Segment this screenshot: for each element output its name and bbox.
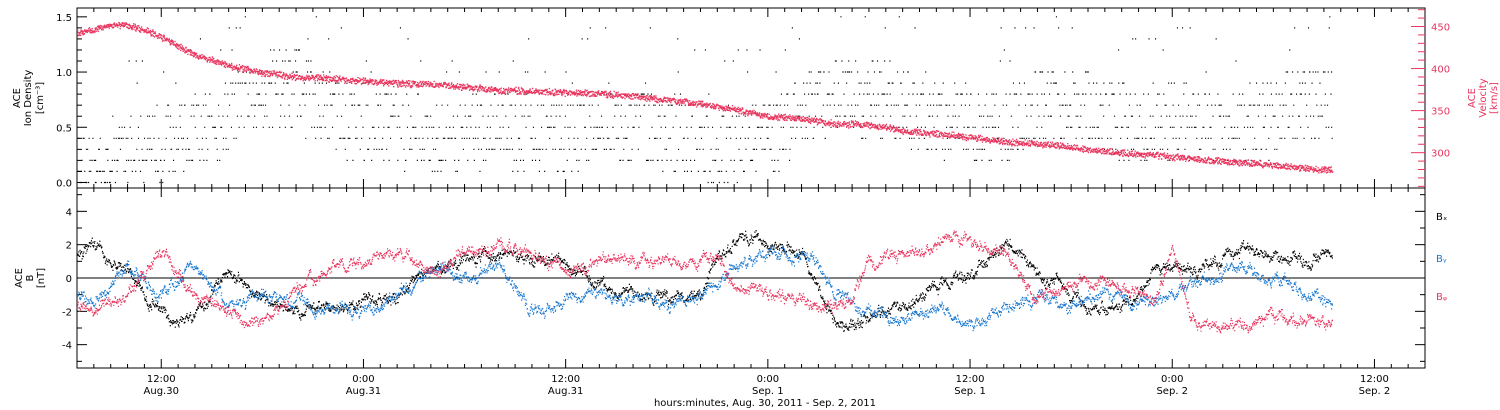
b-ylabel-line3: [nT] <box>36 268 47 288</box>
b-ylabel-line2: B <box>25 274 36 281</box>
b-tick-label: 0 <box>66 274 72 285</box>
density-ylabel-line2: Ion Density <box>23 70 34 127</box>
legend-by: Bᵧ <box>1436 254 1447 265</box>
density-axis: 0.0 0.5 1.0 1.5 <box>56 13 87 189</box>
x-tick-time-label: 0:00 <box>1161 374 1183 385</box>
b-tick-label: 2 <box>66 241 72 252</box>
velocity-series <box>77 21 1334 174</box>
x-tick-date-label: Sep. 2 <box>1156 386 1188 397</box>
b-ylabel-line1: ACE <box>14 268 25 288</box>
density-tick-label: 0.5 <box>56 123 72 134</box>
x-tick-date-label: Aug.30 <box>144 386 179 397</box>
by-points <box>77 245 1333 332</box>
x-tick-date-label: Sep. 1 <box>752 386 784 397</box>
x-tick-date-label: Aug.31 <box>548 386 583 397</box>
x-tick-date-label: Sep. 1 <box>954 386 986 397</box>
b-tick-label: -4 <box>62 341 72 352</box>
legend-bx: Bₓ <box>1436 212 1447 223</box>
velocity-axis: 300 350 400 450 <box>1411 9 1450 187</box>
ion-density-series <box>76 16 1333 184</box>
velocity-ylabel-line2: Velocity <box>1478 78 1489 117</box>
b-tick-label: 4 <box>66 207 72 218</box>
bz-series <box>77 230 1333 334</box>
density-tick-label: 0.0 <box>56 178 72 189</box>
velocity-tick-label: 450 <box>1431 23 1450 34</box>
density-velocity-panel: 0.0 0.5 1.0 1.5 300 350 400 450 ACE Ion Densit… <box>12 7 1500 189</box>
x-tick-time-label: 0:00 <box>757 374 779 385</box>
velocity-points <box>77 21 1334 174</box>
x-tick-time-label: 12:00 <box>956 374 985 385</box>
time-axis: 12:00Aug.300:00Aug.3112:00Aug.310:00Sep.… <box>93 8 1409 397</box>
density-ylabel-line3: [cm⁻³] <box>35 82 46 114</box>
bx-points <box>77 230 1333 332</box>
velocity-tick-label: 400 <box>1431 65 1450 76</box>
velocity-tick-label: 300 <box>1431 149 1450 160</box>
x-tick-date-label: Sep. 2 <box>1359 386 1391 397</box>
b-tick-label: -2 <box>62 307 72 318</box>
density-tick-label: 1.5 <box>56 13 72 24</box>
density-tick-label: 1.0 <box>56 68 72 79</box>
velocity-ylabel-line1: ACE <box>1467 88 1478 108</box>
x-tick-time-label: 12:00 <box>1360 374 1389 385</box>
ion-density-points <box>76 16 1333 184</box>
x-tick-time-label: 12:00 <box>147 374 176 385</box>
x-axis-label: hours:minutes, Aug. 30, 2011 - Sep. 2, 2… <box>654 398 876 409</box>
x-tick-date-label: Aug.31 <box>346 386 381 397</box>
magnetic-field-panel: -4 -2 0 2 4 ACE B [nT] Bₓ Bᵧ Bᵩ <box>14 187 1447 369</box>
legend-bz: Bᵩ <box>1436 292 1447 303</box>
x-tick-time-label: 0:00 <box>352 374 374 385</box>
b-axis: -4 -2 0 2 4 <box>62 194 1425 362</box>
bz-points <box>77 230 1333 334</box>
bx-series <box>77 230 1333 332</box>
x-tick-time-label: 12:00 <box>551 374 580 385</box>
velocity-tick-label: 350 <box>1431 107 1450 118</box>
density-ylabel-line1: ACE <box>12 88 23 108</box>
by-series <box>77 245 1333 332</box>
velocity-ylabel-line3: [km/s] <box>1489 82 1500 114</box>
